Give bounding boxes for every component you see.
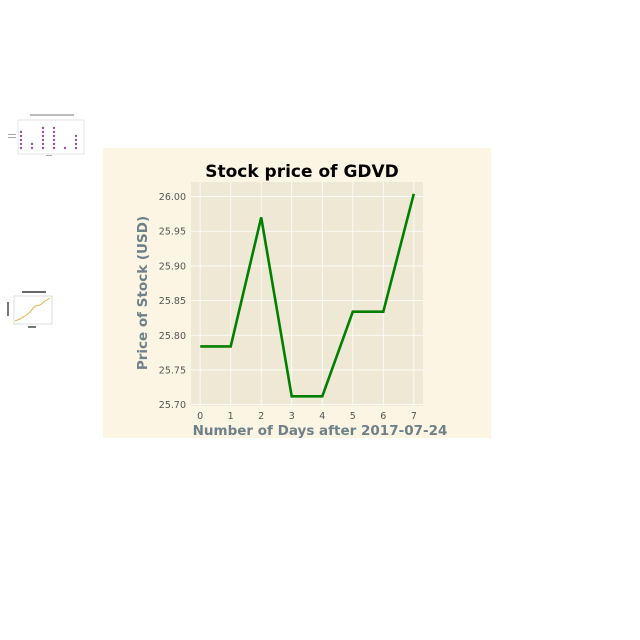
y-tick-label: 26.00 [159,192,186,203]
thumbnail-scatter-chart [8,112,86,158]
x-axis-ticks: 0 1 2 3 4 5 6 7 [197,411,417,422]
x-tick-label: 2 [258,411,264,422]
thumbnail-line-chart [6,290,54,332]
y-tick-label: 25.80 [159,331,186,342]
y-axis-label: Price of Stock (USD) [135,216,151,370]
x-tick-label: 5 [350,411,356,422]
x-axis-label: Number of Days after 2017-07-24 [193,423,448,438]
x-tick-label: 6 [380,411,386,422]
chart-title: Stock price of GDVD [205,162,399,182]
y-tick-label: 25.95 [159,227,186,238]
line-chart: 25.70 25.75 25.80 25.85 25.90 25.95 26.00 0 1 2 3… [135,162,448,438]
y-axis-ticks: 25.70 25.75 25.80 25.85 25.90 25.95 26.00 [159,192,186,411]
series-layer [200,193,416,398]
y-tick-label: 25.90 [159,261,186,272]
y-tick-label: 25.75 [159,365,186,376]
series-line [200,193,416,398]
y-tick-label: 25.85 [159,296,186,307]
x-tick-label: 1 [228,411,234,422]
x-tick-label: 7 [411,411,417,422]
x-tick-label: 3 [289,411,295,422]
chart-figure: 25.70 25.75 25.80 25.85 25.90 25.95 26.00 0 1 2 3… [103,148,491,438]
x-tick-label: 4 [319,411,325,422]
y-tick-label: 25.70 [159,400,186,411]
x-tick-label: 0 [197,411,203,422]
plot-area [191,182,423,406]
